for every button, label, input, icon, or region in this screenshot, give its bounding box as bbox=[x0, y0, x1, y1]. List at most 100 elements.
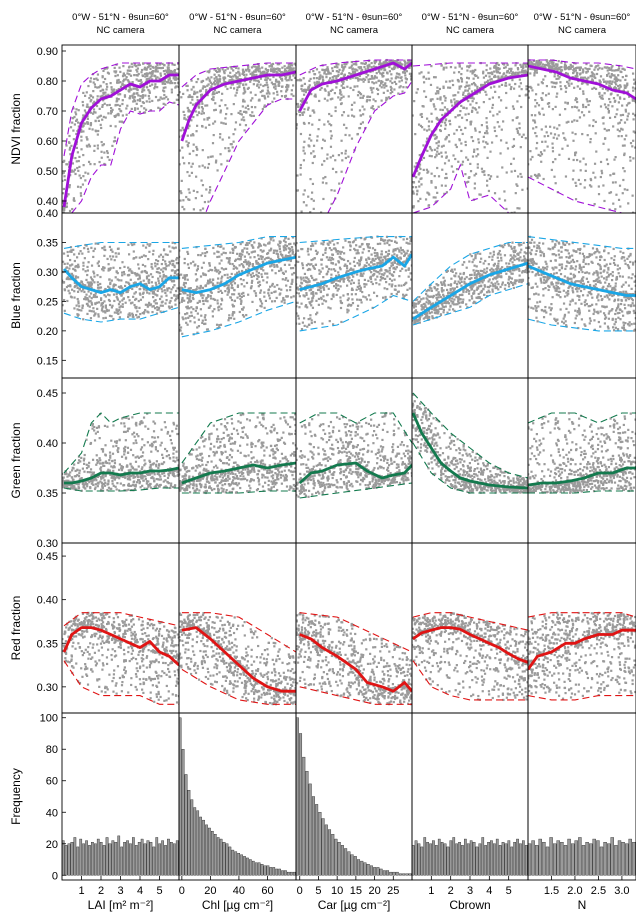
x-axis-label: N bbox=[578, 898, 587, 912]
frequency-bar bbox=[481, 837, 485, 876]
upper-envelope-line bbox=[63, 612, 179, 627]
y-tick-label: 0.40 bbox=[37, 208, 58, 220]
frequency-bar bbox=[369, 865, 373, 876]
column-header-line2: NC camera bbox=[96, 25, 145, 36]
upper-envelope-line bbox=[63, 412, 179, 474]
lower-envelope-line bbox=[299, 482, 412, 499]
panel-r3-c2 bbox=[295, 542, 413, 714]
lower-envelope-line bbox=[181, 668, 296, 705]
frequency-bar bbox=[216, 837, 220, 876]
frequency-bar bbox=[76, 846, 80, 876]
frequency-bar bbox=[571, 843, 575, 876]
scatter-points bbox=[62, 412, 179, 492]
frequency-bar bbox=[350, 854, 354, 876]
x-tick-label: 4 bbox=[486, 885, 492, 897]
frequency-bar bbox=[522, 840, 525, 876]
frequency-bar bbox=[417, 843, 421, 876]
axes-labels: 0.40 0.50 0.60 0.70 0.80 0.90 NDVI fraction 0.1… bbox=[9, 46, 630, 912]
y-tick-label: 0.35 bbox=[37, 638, 58, 650]
y-tick-label: 0.70 bbox=[37, 106, 58, 118]
frequency-bar bbox=[328, 829, 332, 876]
x-tick-label: 5 bbox=[156, 885, 162, 897]
y-tick-label: 40 bbox=[46, 807, 58, 819]
lower-envelope-line bbox=[528, 695, 636, 701]
panel-r4-c1 bbox=[178, 712, 297, 881]
frequency-bar bbox=[376, 867, 380, 876]
x-tick-label: 20 bbox=[204, 885, 216, 897]
frequency-bar bbox=[179, 717, 182, 876]
mean-line bbox=[528, 466, 636, 487]
lower-envelope-line bbox=[327, 80, 412, 213]
panel-r3-c1 bbox=[178, 542, 297, 714]
frequency-bar bbox=[504, 843, 508, 876]
x-tick-label: 1.5 bbox=[544, 885, 559, 897]
panel-r2-c2 bbox=[295, 377, 413, 544]
frequency-bar bbox=[498, 845, 502, 876]
upper-envelope-line bbox=[63, 241, 179, 249]
frequency-bar bbox=[398, 873, 402, 876]
frequency-bar bbox=[289, 871, 293, 876]
frequency-bar bbox=[96, 838, 100, 876]
frequency-bar bbox=[117, 835, 121, 876]
mean-line bbox=[62, 73, 179, 208]
frequency-bar bbox=[574, 840, 578, 876]
lower-envelope-line bbox=[299, 294, 412, 332]
frequency-bar bbox=[435, 845, 438, 876]
panel-grid bbox=[61, 44, 636, 881]
frequency-bar bbox=[478, 843, 482, 876]
upper-envelope-line bbox=[299, 59, 412, 76]
frequency-bar bbox=[228, 846, 232, 876]
column-header-line2: NC camera bbox=[558, 25, 607, 36]
panel-r3-c4 bbox=[527, 542, 636, 714]
panel-r0-c4 bbox=[527, 44, 636, 214]
frequency-bar bbox=[94, 843, 97, 876]
frequency-bar bbox=[272, 867, 276, 876]
upper-envelope-line bbox=[299, 612, 412, 653]
frequency-bar bbox=[134, 845, 138, 876]
frequency-bar bbox=[170, 842, 173, 876]
frequency-bar bbox=[614, 845, 618, 876]
frequency-bar bbox=[137, 842, 141, 876]
frequency-bar bbox=[426, 842, 429, 876]
frequency-bar bbox=[275, 868, 279, 876]
lower-envelope-line bbox=[181, 300, 296, 338]
frequency-bar bbox=[249, 859, 252, 876]
lower-envelope-line bbox=[63, 306, 179, 323]
panel-r1-c1 bbox=[178, 212, 297, 379]
frequency-bar bbox=[458, 842, 461, 876]
scatter-points bbox=[179, 62, 296, 212]
frequency-bar bbox=[524, 845, 528, 876]
mean-line bbox=[412, 626, 528, 664]
frequency-bar bbox=[234, 851, 238, 876]
frequency-bar bbox=[357, 859, 361, 876]
frequency-bar bbox=[449, 840, 453, 876]
frequency-bar bbox=[311, 796, 315, 876]
frequency-bar bbox=[382, 870, 386, 876]
frequency-bar bbox=[556, 840, 560, 876]
frequency-bar bbox=[82, 843, 85, 876]
frequency-bar bbox=[149, 842, 153, 876]
mean-line bbox=[528, 628, 636, 671]
frequency-bar bbox=[535, 845, 539, 876]
y-tick-label: 0.20 bbox=[37, 326, 58, 338]
frequency-bar bbox=[493, 843, 496, 876]
panel-r4-c4 bbox=[527, 712, 636, 881]
frequency-bar bbox=[563, 845, 568, 876]
frequency-bar bbox=[213, 834, 217, 876]
x-tick-label: 4 bbox=[137, 885, 143, 897]
scatter-points bbox=[179, 412, 296, 495]
frequency-bar bbox=[225, 843, 229, 876]
y-axis-label: Frequency bbox=[9, 768, 23, 825]
lower-envelope-line bbox=[528, 490, 636, 494]
x-tick-label: 10 bbox=[331, 885, 343, 897]
mean-line bbox=[528, 64, 636, 101]
frequency-bar bbox=[585, 842, 589, 876]
frequency-bar bbox=[395, 871, 399, 876]
upper-envelope-line bbox=[181, 236, 296, 249]
frequency-bar bbox=[625, 843, 629, 876]
scatter-points bbox=[296, 235, 412, 331]
frequency-bar bbox=[305, 771, 309, 876]
upper-envelope-line bbox=[181, 62, 296, 88]
frequency-bar bbox=[73, 837, 77, 876]
frequency-bar bbox=[67, 843, 71, 876]
